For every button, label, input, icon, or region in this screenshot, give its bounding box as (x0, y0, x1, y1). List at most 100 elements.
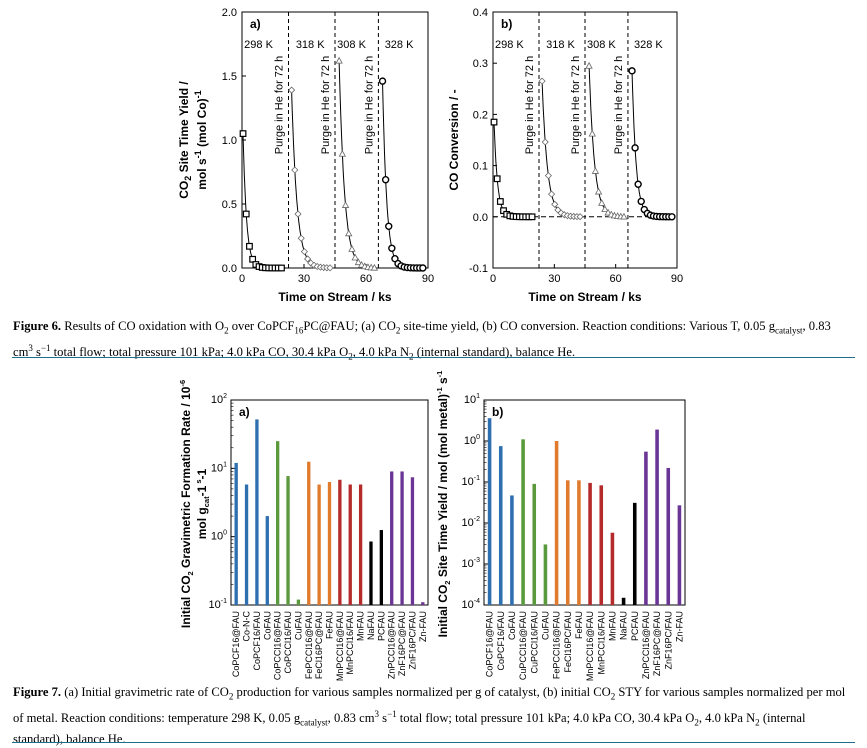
fig6b-xtick-label: 0 (490, 273, 496, 285)
fig7b-category-label: FeFAU (574, 611, 584, 639)
fig7a-bar (348, 484, 352, 605)
fig6a-data-point (246, 242, 253, 250)
fig7a-bar (327, 482, 332, 605)
fig6b-ytick-label: 0.3 (473, 58, 488, 70)
fig7b-bar (644, 451, 648, 605)
fig7a-bar (338, 479, 342, 605)
fig7b-bar (510, 495, 514, 605)
fig6b-data-point (538, 77, 546, 85)
fig6a-data-point (242, 210, 250, 218)
fig7a-bar (296, 599, 301, 605)
fig7a-category-label: CuFAU (293, 611, 303, 640)
fig7b-ylabel: Initial CO2 Site Time Yield / mol (mol m… (435, 371, 452, 638)
fig7a-category-label: MnPCCl16/FAU (345, 611, 355, 675)
fig7b-bar (666, 467, 671, 605)
fig6a-data-point (326, 264, 334, 272)
fig6b-ylabel: CO Conversion / - (447, 89, 461, 190)
fig6b-data-point (576, 213, 584, 221)
figure7-caption: Figure 7. (a) Initial gravimetric rate o… (13, 685, 846, 747)
fig7b-panel-label: b) (492, 405, 503, 419)
fig6b-data-point (594, 187, 603, 195)
fig6b-ytick-label: -0.1 (469, 263, 488, 275)
fig6b-data-point (631, 144, 639, 152)
fig7a-ytick-label: 101 (211, 461, 227, 474)
fig6a-data-point (288, 86, 296, 94)
fig7b-category-label: CuPCCl16@FAU (518, 611, 528, 680)
fig6a-ytick-label: 1.0 (222, 135, 237, 147)
fig7a-bar (390, 471, 394, 605)
fig6b-panel-label: b) (501, 17, 512, 31)
fig6a-data-point (388, 244, 396, 253)
fig6b-temperature-label: 298 K (495, 39, 524, 51)
fig6a-purge-label: Purge in He for 72 h (320, 56, 332, 154)
fig7b-bar (588, 482, 592, 605)
fig6b-data-point (496, 198, 504, 205)
fig7b-category-label: CuPCCl16/FAU (529, 611, 539, 674)
fig7a-category-label: PCFAU (376, 611, 386, 641)
fig7a-category-label: CoFAU (262, 611, 272, 640)
fig7b-bar (487, 418, 492, 605)
fig7a-category-label: ZnF16PC/FAU (407, 611, 417, 670)
fig7b-category-label: PCFAU (630, 611, 640, 641)
fig6a-fit-line (382, 81, 423, 269)
fig7b-bar (554, 441, 559, 605)
fig6a-data-point (297, 234, 305, 242)
fig6a-panel-label: a) (250, 17, 261, 31)
fig7b-category-label: CuFAU (540, 611, 550, 640)
fig6b-ytick-label: 0.4 (473, 7, 488, 19)
fig7b-bar (621, 597, 626, 605)
fig7b-category-label: ZnF16PC@FAU (652, 611, 662, 676)
fig6b-data-point (493, 175, 501, 183)
fig6a-ytick-label: 1.5 (222, 71, 237, 83)
fig6a-temperature-label: 318 K (296, 39, 325, 51)
fig7a-bar (379, 530, 384, 605)
fig6a-data-point (304, 255, 312, 263)
fig7a-ylabel2: mol gcat-1 s-1 (194, 468, 211, 539)
fig6a-data-point (419, 264, 427, 272)
fig6b-ytick-label: 0.2 (473, 109, 488, 121)
fig6b-data-point (620, 212, 628, 220)
fig7a-ytick-label: 102 (211, 393, 227, 406)
fig7a-category-label: ZnF16PC@FAU (397, 611, 407, 676)
fig7a-bar (317, 484, 321, 605)
fig6a-xtick-label: 60 (360, 273, 372, 285)
fig7b-category-label: FePCCl16@FAU (552, 611, 562, 679)
fig6a-data-point (370, 263, 379, 271)
fig7b-category-label: CoPCF16/FAU (496, 611, 506, 671)
fig6b-data-point (588, 129, 596, 137)
fig7a-ytick-label: 10-1 (209, 598, 228, 611)
fig7b-category-label: NaFAU (619, 611, 629, 640)
fig7b-bar (577, 480, 581, 605)
fig7a-category-label: ZnPCCl16@FAU (387, 611, 397, 679)
fig6a-ylabel2: mol s-1 (mol Co)-1 (193, 90, 209, 189)
fig6b-xtick-label: 90 (671, 273, 683, 285)
fig6b-purge-label: Purge in He for 72 h (570, 56, 582, 154)
figure6-caption: Figure 6. Results of CO oxidation with O… (13, 319, 831, 361)
fig7b-bar (599, 485, 604, 605)
fig6a-xtick-label: 30 (298, 273, 310, 285)
fig6b-data-point (544, 172, 552, 180)
fig7a-bar (307, 461, 311, 605)
fig7a-bar (286, 476, 290, 605)
fig6a-purge-label: Purge in He for 72 h (363, 56, 375, 154)
figure6-rule (12, 357, 855, 358)
fig7a-category-label: FeFAU (325, 611, 335, 639)
fig7b-category-label: CoFAU (507, 611, 517, 640)
fig6a-xtick-label: 0 (239, 273, 245, 285)
fig6b-data-point (598, 199, 606, 206)
fig6b-xtick-label: 60 (610, 273, 622, 285)
fig7a-category-label: MnFAU (356, 611, 366, 641)
fig6a-data-point (278, 264, 285, 272)
fig7b-bar (632, 502, 637, 605)
fig6a-data-point (300, 248, 308, 256)
fig7b-frame (483, 399, 686, 606)
fig7a-panel-label: a) (239, 405, 250, 419)
fig7b-bar (655, 429, 659, 605)
fig7a-bar (421, 602, 425, 605)
fig6b-data-point (668, 213, 676, 221)
fig6b-data-point (601, 205, 609, 213)
fig7a-bar (234, 462, 238, 605)
fig6b-data-point (637, 197, 645, 206)
fig6a-data-point (239, 130, 247, 138)
fig6a-xlabel: Time on Stream / ks (278, 290, 391, 304)
